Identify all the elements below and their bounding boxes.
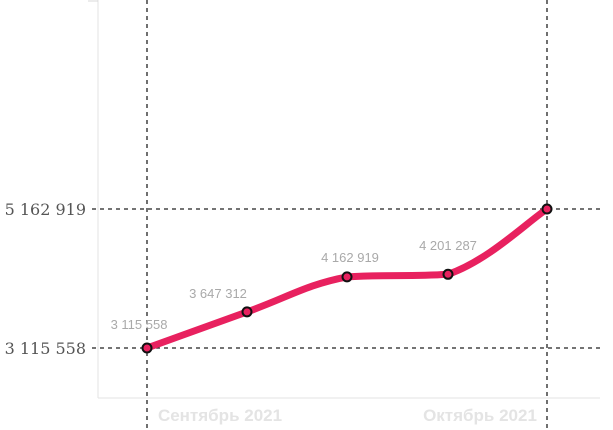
data-label: 3 647 312: [189, 286, 247, 301]
data-label: 4 201 287: [419, 238, 477, 253]
data-point: [341, 271, 353, 283]
data-label: 4 162 919: [321, 250, 379, 265]
x-tick-label-oct: Октябрь 2021: [423, 406, 537, 425]
data-point: [241, 306, 253, 318]
grid-lines: [92, 0, 600, 430]
data-point: [541, 203, 553, 215]
data-labels: 3 115 558 3 647 312 4 162 919 4 201 287: [111, 238, 477, 332]
y-tick-label-low: 3 115 558: [5, 339, 86, 358]
data-point: [442, 268, 454, 280]
data-points: [141, 203, 553, 354]
data-label: 3 115 558: [111, 317, 168, 332]
y-tick-label-high: 5 162 919: [5, 200, 86, 219]
data-point: [141, 342, 153, 354]
x-tick-label-sep: Сентябрь 2021: [158, 406, 282, 425]
